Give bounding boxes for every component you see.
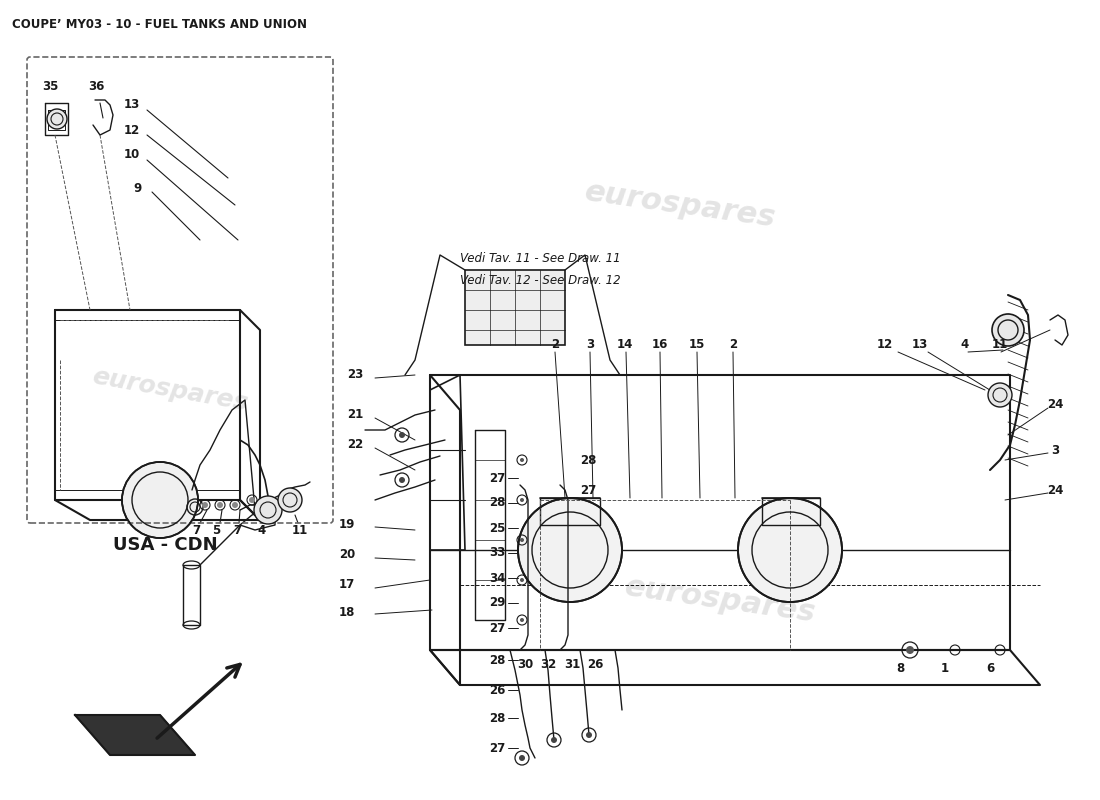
Text: 1: 1 [940,662,949,674]
Polygon shape [75,715,195,755]
Text: 24: 24 [1047,483,1064,497]
Text: 2: 2 [551,338,559,351]
Text: 2: 2 [729,338,737,351]
Text: 11: 11 [992,338,1008,351]
Text: 19: 19 [339,518,355,531]
Text: 8: 8 [895,662,904,674]
Circle shape [519,755,525,761]
Text: 3: 3 [1050,443,1059,457]
Circle shape [520,458,524,462]
Text: 7: 7 [233,523,241,537]
Circle shape [586,732,592,738]
Circle shape [399,432,405,438]
Text: eurospares: eurospares [623,572,817,628]
Circle shape [551,737,557,743]
Text: 32: 32 [540,658,557,671]
Circle shape [520,538,524,542]
Circle shape [520,498,524,502]
Text: 28: 28 [580,454,596,466]
Text: 22: 22 [346,438,363,451]
Circle shape [122,462,198,538]
Circle shape [232,502,238,508]
Circle shape [254,496,282,524]
Circle shape [906,646,914,654]
Text: 23: 23 [346,369,363,382]
Text: 17: 17 [339,578,355,591]
Text: 24: 24 [1047,398,1064,411]
Circle shape [217,502,223,508]
Text: 33: 33 [488,546,505,559]
Circle shape [520,578,524,582]
Text: 4: 4 [961,338,969,351]
Circle shape [520,618,524,622]
Text: 27: 27 [488,742,505,754]
Text: 16: 16 [652,338,668,351]
Text: eurospares: eurospares [583,178,778,233]
Circle shape [399,477,405,483]
Text: 34: 34 [488,571,505,585]
Circle shape [992,314,1024,346]
Text: 31: 31 [564,658,580,671]
Text: 27: 27 [488,471,505,485]
Circle shape [518,498,622,602]
Bar [465,270,565,345]
Circle shape [249,497,255,503]
Text: 12: 12 [877,338,893,351]
Text: 25: 25 [488,522,505,534]
Circle shape [278,488,303,512]
Text: 28: 28 [488,497,505,510]
Text: 20: 20 [339,549,355,562]
Text: 29: 29 [488,597,505,610]
Text: 26: 26 [488,683,505,697]
Text: 15: 15 [689,338,705,351]
Text: 36: 36 [88,79,104,93]
Text: 35: 35 [42,79,58,93]
Circle shape [202,502,208,508]
Text: 11: 11 [292,523,308,537]
Text: 6: 6 [986,662,994,674]
Text: 10: 10 [124,149,140,162]
Text: 21: 21 [346,409,363,422]
Text: eurospares: eurospares [90,365,250,415]
Text: 27: 27 [580,483,596,497]
Text: 5: 5 [212,523,220,537]
Circle shape [47,109,67,129]
Text: 4: 4 [257,523,266,537]
Circle shape [738,498,842,602]
Text: Vedi Tav. 12 - See Draw. 12: Vedi Tav. 12 - See Draw. 12 [460,274,620,286]
Text: 28: 28 [488,654,505,666]
Text: COUPE’ MY03 - 10 - FUEL TANKS AND UNION: COUPE’ MY03 - 10 - FUEL TANKS AND UNION [12,18,307,31]
Text: 9: 9 [134,182,142,194]
Text: 13: 13 [124,98,140,111]
Text: 3: 3 [586,338,594,351]
Circle shape [988,383,1012,407]
Text: 18: 18 [339,606,355,618]
Text: 30: 30 [517,658,534,671]
Text: 12: 12 [124,123,140,137]
Text: 14: 14 [617,338,634,351]
Text: 7: 7 [191,523,200,537]
Text: Vedi Tav. 11 - See Draw. 11: Vedi Tav. 11 - See Draw. 11 [460,251,620,265]
Text: USA - CDN: USA - CDN [112,536,218,554]
Text: 13: 13 [912,338,928,351]
Text: 28: 28 [488,711,505,725]
Text: 27: 27 [488,622,505,634]
Text: 26: 26 [586,658,603,671]
